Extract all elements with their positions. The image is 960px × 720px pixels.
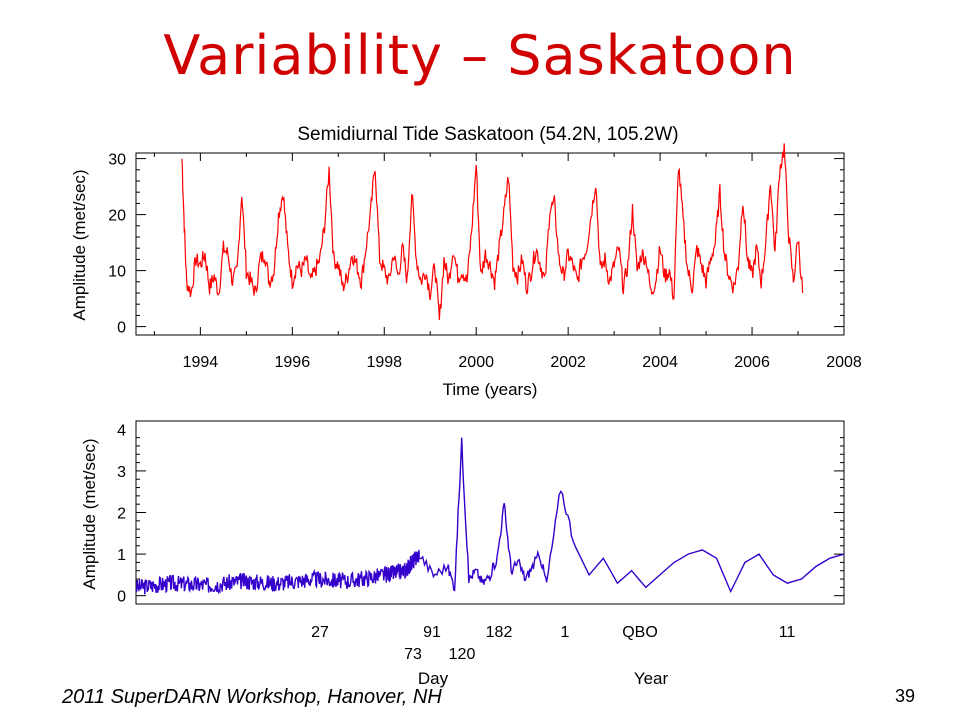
top-plot-frame — [135, 152, 845, 336]
bottom-y-label: Amplitude (met/sec) — [80, 438, 99, 589]
top-x-label: Time (years) — [443, 380, 538, 399]
bottom-y-tick-label: 1 — [117, 547, 126, 564]
bottom-y-tick-label: 3 — [117, 464, 126, 481]
top-x-tick-label: 2004 — [642, 354, 678, 371]
bottom-x-tick-label: 120 — [449, 646, 476, 663]
top-y-label: Amplitude (met/sec) — [70, 169, 89, 320]
bottom-chart: 0 1 2 3 4 27 91 182 1 QBO 11 73 120 Day Year Amplit… — [80, 420, 845, 688]
top-yticks: 0 10 20 30 — [108, 152, 126, 337]
top-x-tick-label: 1998 — [366, 354, 402, 371]
bottom-x-tick-label: 182 — [486, 624, 513, 641]
bottom-x-label-day: Day — [418, 669, 449, 688]
top-chart: Semidiurnal Tide Saskatoon (54.2N, 105.2… — [70, 124, 862, 399]
slide-title: Variability – Saskatoon — [163, 24, 797, 87]
top-y-tick-label: 20 — [108, 208, 126, 225]
top-y-tick-label: 30 — [108, 152, 126, 169]
bottom-xticks: 27 91 182 1 QBO 11 73 120 — [311, 624, 795, 663]
bottom-yticks: 0 1 2 3 4 — [117, 422, 126, 605]
top-y-tick-label: 10 — [108, 264, 126, 281]
bottom-y-tick-label: 0 — [117, 589, 126, 606]
top-xticks: 1994 1996 1998 2000 2002 2004 2006 2008 — [183, 354, 862, 371]
bottom-x-tick-label: 91 — [423, 624, 441, 641]
top-x-tick-label: 2006 — [734, 354, 770, 371]
top-x-tick-label: 1996 — [275, 354, 311, 371]
bottom-x-tick-label: 27 — [311, 624, 329, 641]
bottom-x-tick-label: 1 — [561, 624, 570, 641]
bottom-series-line — [135, 437, 845, 595]
top-x-tick-label: 2002 — [550, 354, 586, 371]
top-x-tick-label: 2000 — [458, 354, 494, 371]
bottom-x-label-year: Year — [634, 669, 669, 688]
bottom-x-tick-label: 11 — [779, 624, 796, 641]
top-y-tick-label: 0 — [117, 320, 126, 337]
top-series-line — [181, 143, 804, 320]
page-number: 39 — [895, 686, 916, 706]
top-ticks — [136, 153, 845, 335]
bottom-x-tick-label: 73 — [404, 646, 422, 663]
bottom-y-tick-label: 4 — [117, 422, 126, 439]
bottom-x-tick-label: QBO — [622, 624, 658, 641]
top-x-tick-label: 2008 — [826, 354, 862, 371]
top-chart-title: Semidiurnal Tide Saskatoon (54.2N, 105.2… — [297, 124, 678, 145]
bottom-y-tick-label: 2 — [117, 506, 126, 523]
bottom-ticks — [136, 437, 844, 597]
slide-footer: 2011 SuperDARN Workshop, Hanover, NH — [62, 686, 442, 708]
top-x-tick-label: 1994 — [183, 354, 219, 371]
